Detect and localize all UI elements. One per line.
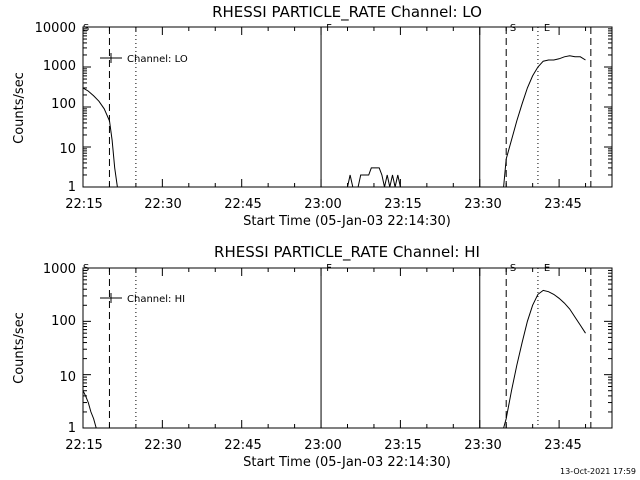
y-tick-label: 1 xyxy=(68,180,76,195)
y-tick-label: 1000 xyxy=(43,262,76,277)
legend: Channel: HI xyxy=(100,293,185,305)
generated-timestamp: 13-Oct-2021 17:59 xyxy=(560,467,636,476)
y-tick-label: 1000 xyxy=(43,59,76,74)
x-axis-label: Start Time (05-Jan-03 22:14:30) xyxy=(243,455,451,470)
x-tick-label: 22:45 xyxy=(224,197,261,212)
plot-frame xyxy=(82,26,613,188)
x-tick-labels: 22:15 22:30 22:45 23:00 23:15 23:30 23:4… xyxy=(65,438,581,453)
chart-panel-lo: RHESSI PARTICLE_RATE Channel: LO Counts/… xyxy=(12,3,613,229)
legend: Channel: LO xyxy=(100,53,188,65)
series-line xyxy=(347,167,401,188)
y-tick-label: 10000 xyxy=(35,21,76,36)
series-line xyxy=(82,390,97,429)
series-line xyxy=(82,87,118,188)
y-axis-label: Counts/sec xyxy=(12,72,27,144)
x-tick-label: 23:45 xyxy=(544,438,581,453)
x-tick-label: 23:15 xyxy=(384,197,421,212)
y-tick-label: 100 xyxy=(51,314,76,329)
y-tick-label: 100 xyxy=(51,97,76,112)
y-tick-label: 10 xyxy=(59,142,76,157)
x-tick-labels: 22:15 22:30 22:45 23:00 23:15 23:30 23:4… xyxy=(65,197,581,212)
marker-label: E xyxy=(544,23,550,34)
x-tick-label: 23:30 xyxy=(464,438,501,453)
y-tick-labels: 1 10 100 1000 xyxy=(43,262,76,436)
y-tick-label: 1 xyxy=(68,421,76,436)
marker-label: F xyxy=(326,23,332,34)
legend-label: Channel: LO xyxy=(127,54,188,65)
series-line xyxy=(503,55,586,188)
y-axis-label: Counts/sec xyxy=(12,312,27,384)
x-tick-label: 22:15 xyxy=(65,197,102,212)
chart-title: RHESSI PARTICLE_RATE Channel: LO xyxy=(212,3,482,22)
x-tick-label: 22:30 xyxy=(144,197,181,212)
x-tick-label: 23:15 xyxy=(384,438,421,453)
y-tick-label: 10 xyxy=(59,370,76,385)
x-tick-label: 23:30 xyxy=(464,197,501,212)
x-tick-label: 22:30 xyxy=(144,438,181,453)
legend-label: Channel: HI xyxy=(127,294,185,305)
series-line xyxy=(503,289,586,429)
x-tick-label: 22:15 xyxy=(65,438,102,453)
x-axis-label: Start Time (05-Jan-03 22:14:30) xyxy=(243,214,451,229)
y-tick-labels: 1 10 100 1000 10000 xyxy=(35,21,76,195)
chart-title: RHESSI PARTICLE_RATE Channel: HI xyxy=(214,243,480,262)
plot-area xyxy=(82,267,613,429)
plot-area xyxy=(82,26,613,188)
x-tick-label: 23:00 xyxy=(304,197,341,212)
chart-panel-hi: RHESSI PARTICLE_RATE Channel: HI Counts/… xyxy=(12,243,613,470)
plot-frame xyxy=(82,267,613,429)
x-tick-label: 23:45 xyxy=(544,197,581,212)
x-tick-label: 23:00 xyxy=(304,438,341,453)
x-tick-label: 22:45 xyxy=(224,438,261,453)
marker-label: S xyxy=(510,23,516,34)
